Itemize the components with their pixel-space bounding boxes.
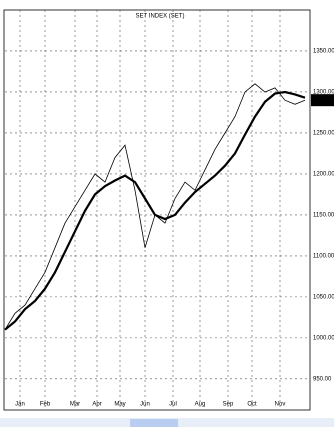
series-line (4, 90, 306, 331)
x-tick-label: Aug (195, 402, 206, 408)
x-tick-label: May (114, 402, 125, 408)
x-tick-label: Jun (140, 402, 150, 408)
y-tick-label: 1050.00 (313, 294, 334, 300)
y-tick-label: 1250.00 (313, 131, 334, 137)
x-tick-label: Sep (223, 402, 234, 408)
y-tick-label: 950.00 (313, 376, 332, 382)
x-tick-label: Oct (247, 402, 257, 408)
y-tick-label: 1300.00 (313, 90, 334, 96)
scroll-thumb[interactable] (130, 419, 178, 427)
y-tick-label: 1200.00 (313, 172, 334, 178)
x-tick-label: Apr (92, 402, 101, 408)
x-tick-label: Mar (70, 402, 80, 408)
chart-title: SET INDEX (SET) (136, 14, 185, 20)
y-tick-label: 1350.00 (313, 49, 334, 55)
last-value-box (311, 94, 334, 107)
y-tick-label: 1100.00 (313, 253, 334, 259)
y-tick-label: 1150.00 (313, 212, 334, 218)
y-tick-label: 1000.00 (313, 335, 334, 341)
plot-frame (3, 9, 311, 411)
x-tick-label: Jul (169, 402, 177, 408)
x-tick-label: Jan (15, 402, 25, 408)
x-tick-label: Feb (40, 402, 51, 408)
x-tick-label: Nov (275, 402, 286, 408)
